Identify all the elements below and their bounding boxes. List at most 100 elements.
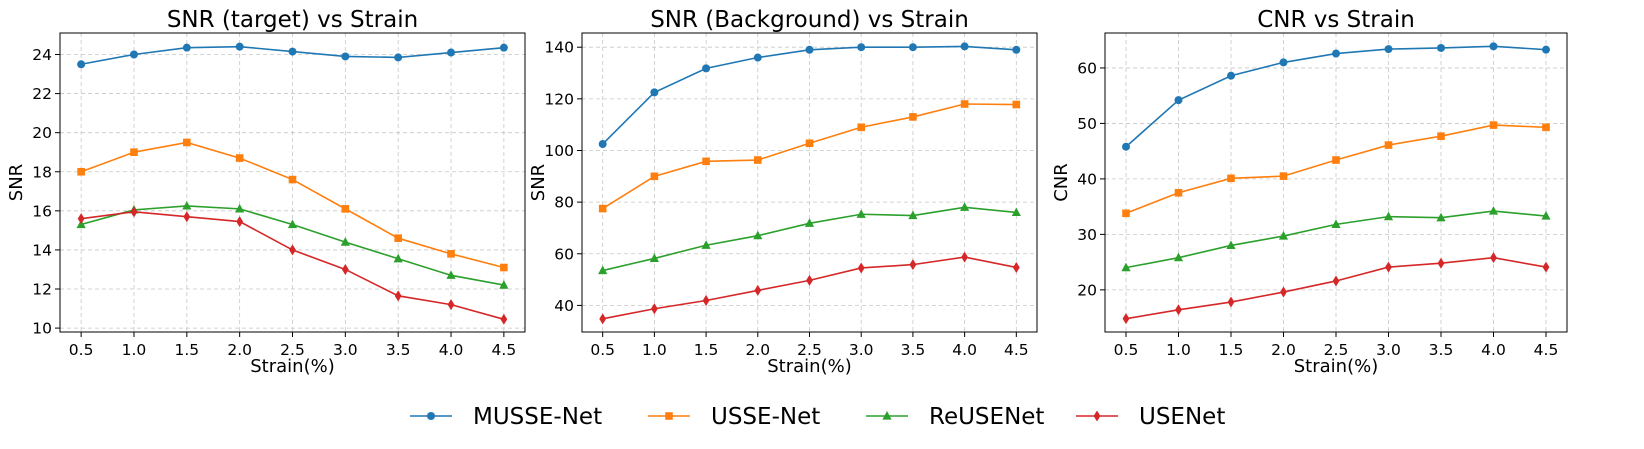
data-point	[1437, 257, 1445, 269]
x-axis-label: Strain(%)	[250, 356, 334, 377]
series-usse-net	[598, 100, 1021, 213]
data-point	[341, 205, 350, 213]
chart-panel-2: 0.5 1.0 1.5 2.0 2.5 3.0 3.5 4.0 4.5 40 60 80 100 120 1…	[528, 7, 1038, 377]
y-axis-label: SNR	[528, 164, 549, 201]
data-point	[1331, 219, 1341, 228]
data-point	[701, 240, 711, 249]
data-point	[77, 213, 85, 225]
data-point	[446, 270, 456, 279]
data-point	[1332, 275, 1340, 287]
x-tick-label: 2.5	[280, 341, 305, 359]
data-point	[1174, 188, 1183, 197]
data-point	[1278, 231, 1289, 240]
data-point	[1488, 206, 1499, 215]
y-axis-label: SNR	[6, 164, 27, 201]
data-point	[340, 237, 350, 246]
data-point	[287, 219, 298, 229]
data-point	[1227, 296, 1235, 308]
data-point	[1226, 240, 1236, 250]
legend-label: MUSSE-Net	[473, 404, 602, 430]
data-point	[908, 43, 917, 52]
legend-marker	[882, 411, 892, 420]
data-point	[1383, 211, 1394, 221]
data-point	[1489, 42, 1498, 51]
chart-title: SNR (Background) vs Strain	[650, 7, 969, 33]
series-musse-net	[1122, 42, 1550, 151]
data-point	[1542, 261, 1550, 273]
data-point	[960, 42, 969, 51]
x-tick-label: 3.5	[386, 341, 411, 359]
y-tick-label: 60	[1077, 59, 1097, 77]
data-point	[908, 210, 918, 220]
data-point	[806, 274, 813, 286]
data-point	[1173, 252, 1184, 262]
plot-frame	[581, 32, 1038, 333]
data-point	[857, 123, 866, 132]
data-point	[857, 43, 866, 52]
y-tick-label: 14	[32, 241, 52, 259]
data-point	[805, 139, 814, 148]
data-point	[1437, 132, 1445, 140]
data-point	[598, 204, 607, 213]
x-tick-label: 2.5	[797, 341, 822, 359]
data-point	[1174, 96, 1183, 105]
series-usenet	[599, 251, 1020, 325]
y-tick-label: 80	[554, 194, 574, 212]
y-tick-label: 12	[32, 281, 52, 299]
data-point	[182, 200, 192, 210]
data-point	[1121, 262, 1131, 272]
x-tick-label: 3.5	[901, 341, 926, 359]
series-usenet	[77, 206, 508, 325]
y-tick-label: 120	[544, 90, 574, 108]
data-point	[1227, 71, 1235, 80]
series-usse-net	[77, 138, 508, 272]
data-point	[857, 262, 865, 274]
y-tick-label: 30	[1077, 226, 1097, 244]
x-tick-label: 4.5	[492, 341, 517, 359]
data-point	[183, 211, 191, 223]
data-point	[235, 154, 244, 162]
data-point	[129, 50, 138, 59]
x-axis-label: Strain(%)	[1294, 356, 1378, 377]
x-tick-label: 4.5	[1004, 341, 1029, 359]
data-point	[649, 253, 659, 263]
data-point	[447, 299, 455, 311]
data-point	[1385, 261, 1392, 273]
x-tick-label: 4.5	[1534, 341, 1559, 359]
data-point	[235, 42, 244, 51]
data-point	[1541, 211, 1551, 220]
data-point	[289, 244, 296, 256]
data-point	[500, 313, 508, 325]
data-point	[1279, 58, 1288, 67]
y-axis-label: CNR	[1051, 163, 1072, 202]
data-point	[394, 290, 402, 302]
chart-title: SNR (target) vs Strain	[167, 7, 418, 33]
data-point	[1122, 313, 1130, 325]
chart-panel-3: 0.5 1.0 1.5 2.0 2.5 3.0 3.5 4.0 4.5 20 30 40 50 60 CNR…	[1051, 7, 1568, 377]
data-point	[1542, 45, 1550, 54]
data-point	[1332, 49, 1340, 58]
data-point	[1012, 45, 1021, 54]
legend: MUSSE-Net USSE-Net ReUSENet USENet	[410, 404, 1225, 430]
data-point	[77, 60, 86, 69]
data-point	[753, 230, 763, 240]
y-tick-label: 24	[32, 46, 52, 64]
data-point	[235, 203, 245, 213]
y-tick-label: 20	[1077, 281, 1097, 299]
data-point	[182, 43, 191, 52]
data-point	[909, 259, 917, 271]
y-tick-label: 20	[32, 124, 52, 142]
legend-marker	[427, 412, 435, 420]
plot-frame	[1104, 32, 1568, 333]
series-musse-net	[598, 42, 1021, 149]
data-point	[650, 88, 659, 97]
y-tick-label: 16	[32, 202, 52, 220]
x-tick-label: 3.0	[849, 341, 874, 359]
series-reusenet	[76, 200, 509, 289]
data-point	[1011, 207, 1021, 217]
data-point	[1490, 252, 1497, 264]
data-point	[341, 52, 350, 61]
data-point	[804, 218, 815, 227]
y-tick-label: 100	[544, 142, 574, 160]
data-point	[598, 140, 607, 149]
